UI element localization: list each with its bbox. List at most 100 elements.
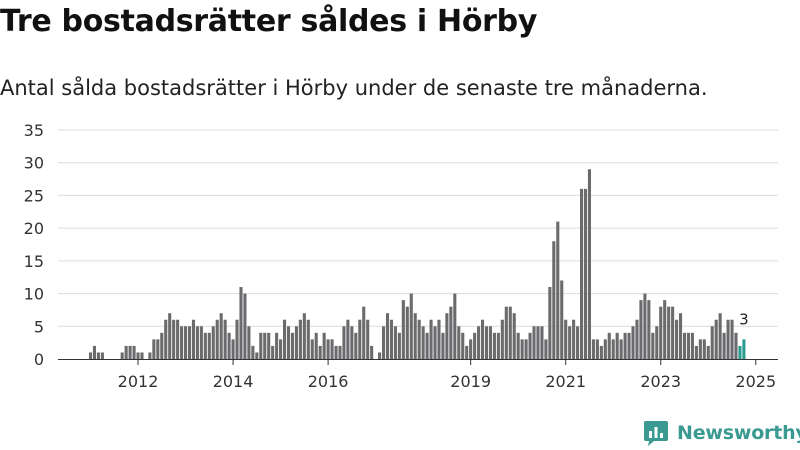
bar [207, 332, 211, 359]
bar [607, 332, 611, 359]
bar [397, 332, 401, 359]
bar [742, 339, 746, 359]
bar [271, 345, 275, 359]
x-tick-label: 2012 [118, 372, 159, 391]
bar [267, 332, 271, 359]
bar [635, 319, 639, 359]
bar [433, 326, 437, 359]
bar [152, 339, 156, 359]
bar [350, 326, 354, 359]
bar [282, 319, 287, 359]
bar [294, 326, 298, 359]
bar [552, 241, 556, 359]
bar [556, 221, 560, 359]
bar [92, 345, 97, 359]
bar [516, 332, 520, 359]
bar [413, 313, 417, 359]
bar [480, 319, 485, 359]
bar [492, 332, 496, 359]
bar [678, 313, 683, 359]
bar [659, 306, 663, 359]
bar [477, 326, 481, 359]
bar [183, 326, 188, 359]
bar [263, 332, 267, 359]
bar [441, 332, 445, 359]
bar [461, 332, 465, 359]
bar [405, 306, 409, 359]
bar [409, 293, 413, 359]
bar [219, 313, 223, 359]
bar [694, 345, 698, 359]
bar [100, 352, 104, 359]
bar [560, 280, 564, 359]
bar [647, 300, 651, 359]
y-axis-ticks: 0 5 10 15 20 25 30 35 [24, 121, 44, 369]
bar [524, 339, 528, 359]
bar [686, 332, 691, 359]
bar [718, 313, 722, 359]
bar [473, 332, 477, 359]
bar [164, 319, 168, 359]
bar [417, 319, 421, 359]
y-tick-label: 10 [24, 285, 44, 304]
bar [421, 326, 425, 359]
bar [540, 326, 544, 359]
bar [536, 326, 540, 359]
bar [302, 313, 306, 359]
bar [120, 352, 124, 359]
bar [199, 326, 203, 359]
bar [544, 339, 548, 359]
bar [255, 352, 259, 359]
bar [187, 326, 192, 359]
bar [342, 326, 346, 359]
bar [710, 326, 714, 359]
bar [326, 339, 330, 359]
bar [690, 332, 694, 359]
bar [445, 313, 449, 359]
bar [437, 319, 441, 359]
bar [96, 352, 100, 359]
bar [314, 332, 318, 359]
bar [627, 332, 631, 359]
bar [132, 345, 136, 359]
bar [663, 300, 667, 359]
bar [140, 352, 144, 359]
y-tick-label: 35 [24, 121, 44, 140]
bar [457, 326, 461, 359]
bar [576, 326, 580, 359]
bar [449, 306, 453, 359]
bar [500, 319, 504, 359]
bar [124, 345, 128, 359]
bar [595, 339, 599, 359]
chart-title: Tre bostadsrätter såldes i Hörby [0, 4, 538, 39]
bar [286, 326, 291, 359]
x-tick-label: 2014 [213, 372, 254, 391]
bar [247, 326, 251, 359]
bar [465, 345, 469, 359]
bar [572, 319, 576, 359]
gridlines [58, 129, 778, 327]
bar [698, 339, 702, 359]
y-tick-label: 15 [24, 252, 44, 271]
bar [160, 332, 164, 359]
bar [172, 319, 176, 359]
data-label: 3 [739, 310, 749, 328]
x-tick-label: 2016 [308, 372, 349, 391]
bar [156, 339, 160, 359]
bar [639, 300, 643, 359]
bar [366, 319, 370, 359]
bar [251, 345, 255, 359]
bar [520, 339, 524, 359]
bar [734, 332, 738, 359]
bar [330, 339, 334, 359]
y-tick-label: 0 [34, 350, 44, 369]
bar [508, 306, 512, 359]
bar [469, 339, 473, 359]
bar [714, 319, 718, 359]
bar [615, 332, 619, 359]
brand-name: Newsworthy [677, 422, 800, 444]
x-tick-label: 2021 [545, 372, 586, 391]
bar [298, 319, 302, 359]
bar [168, 313, 172, 359]
